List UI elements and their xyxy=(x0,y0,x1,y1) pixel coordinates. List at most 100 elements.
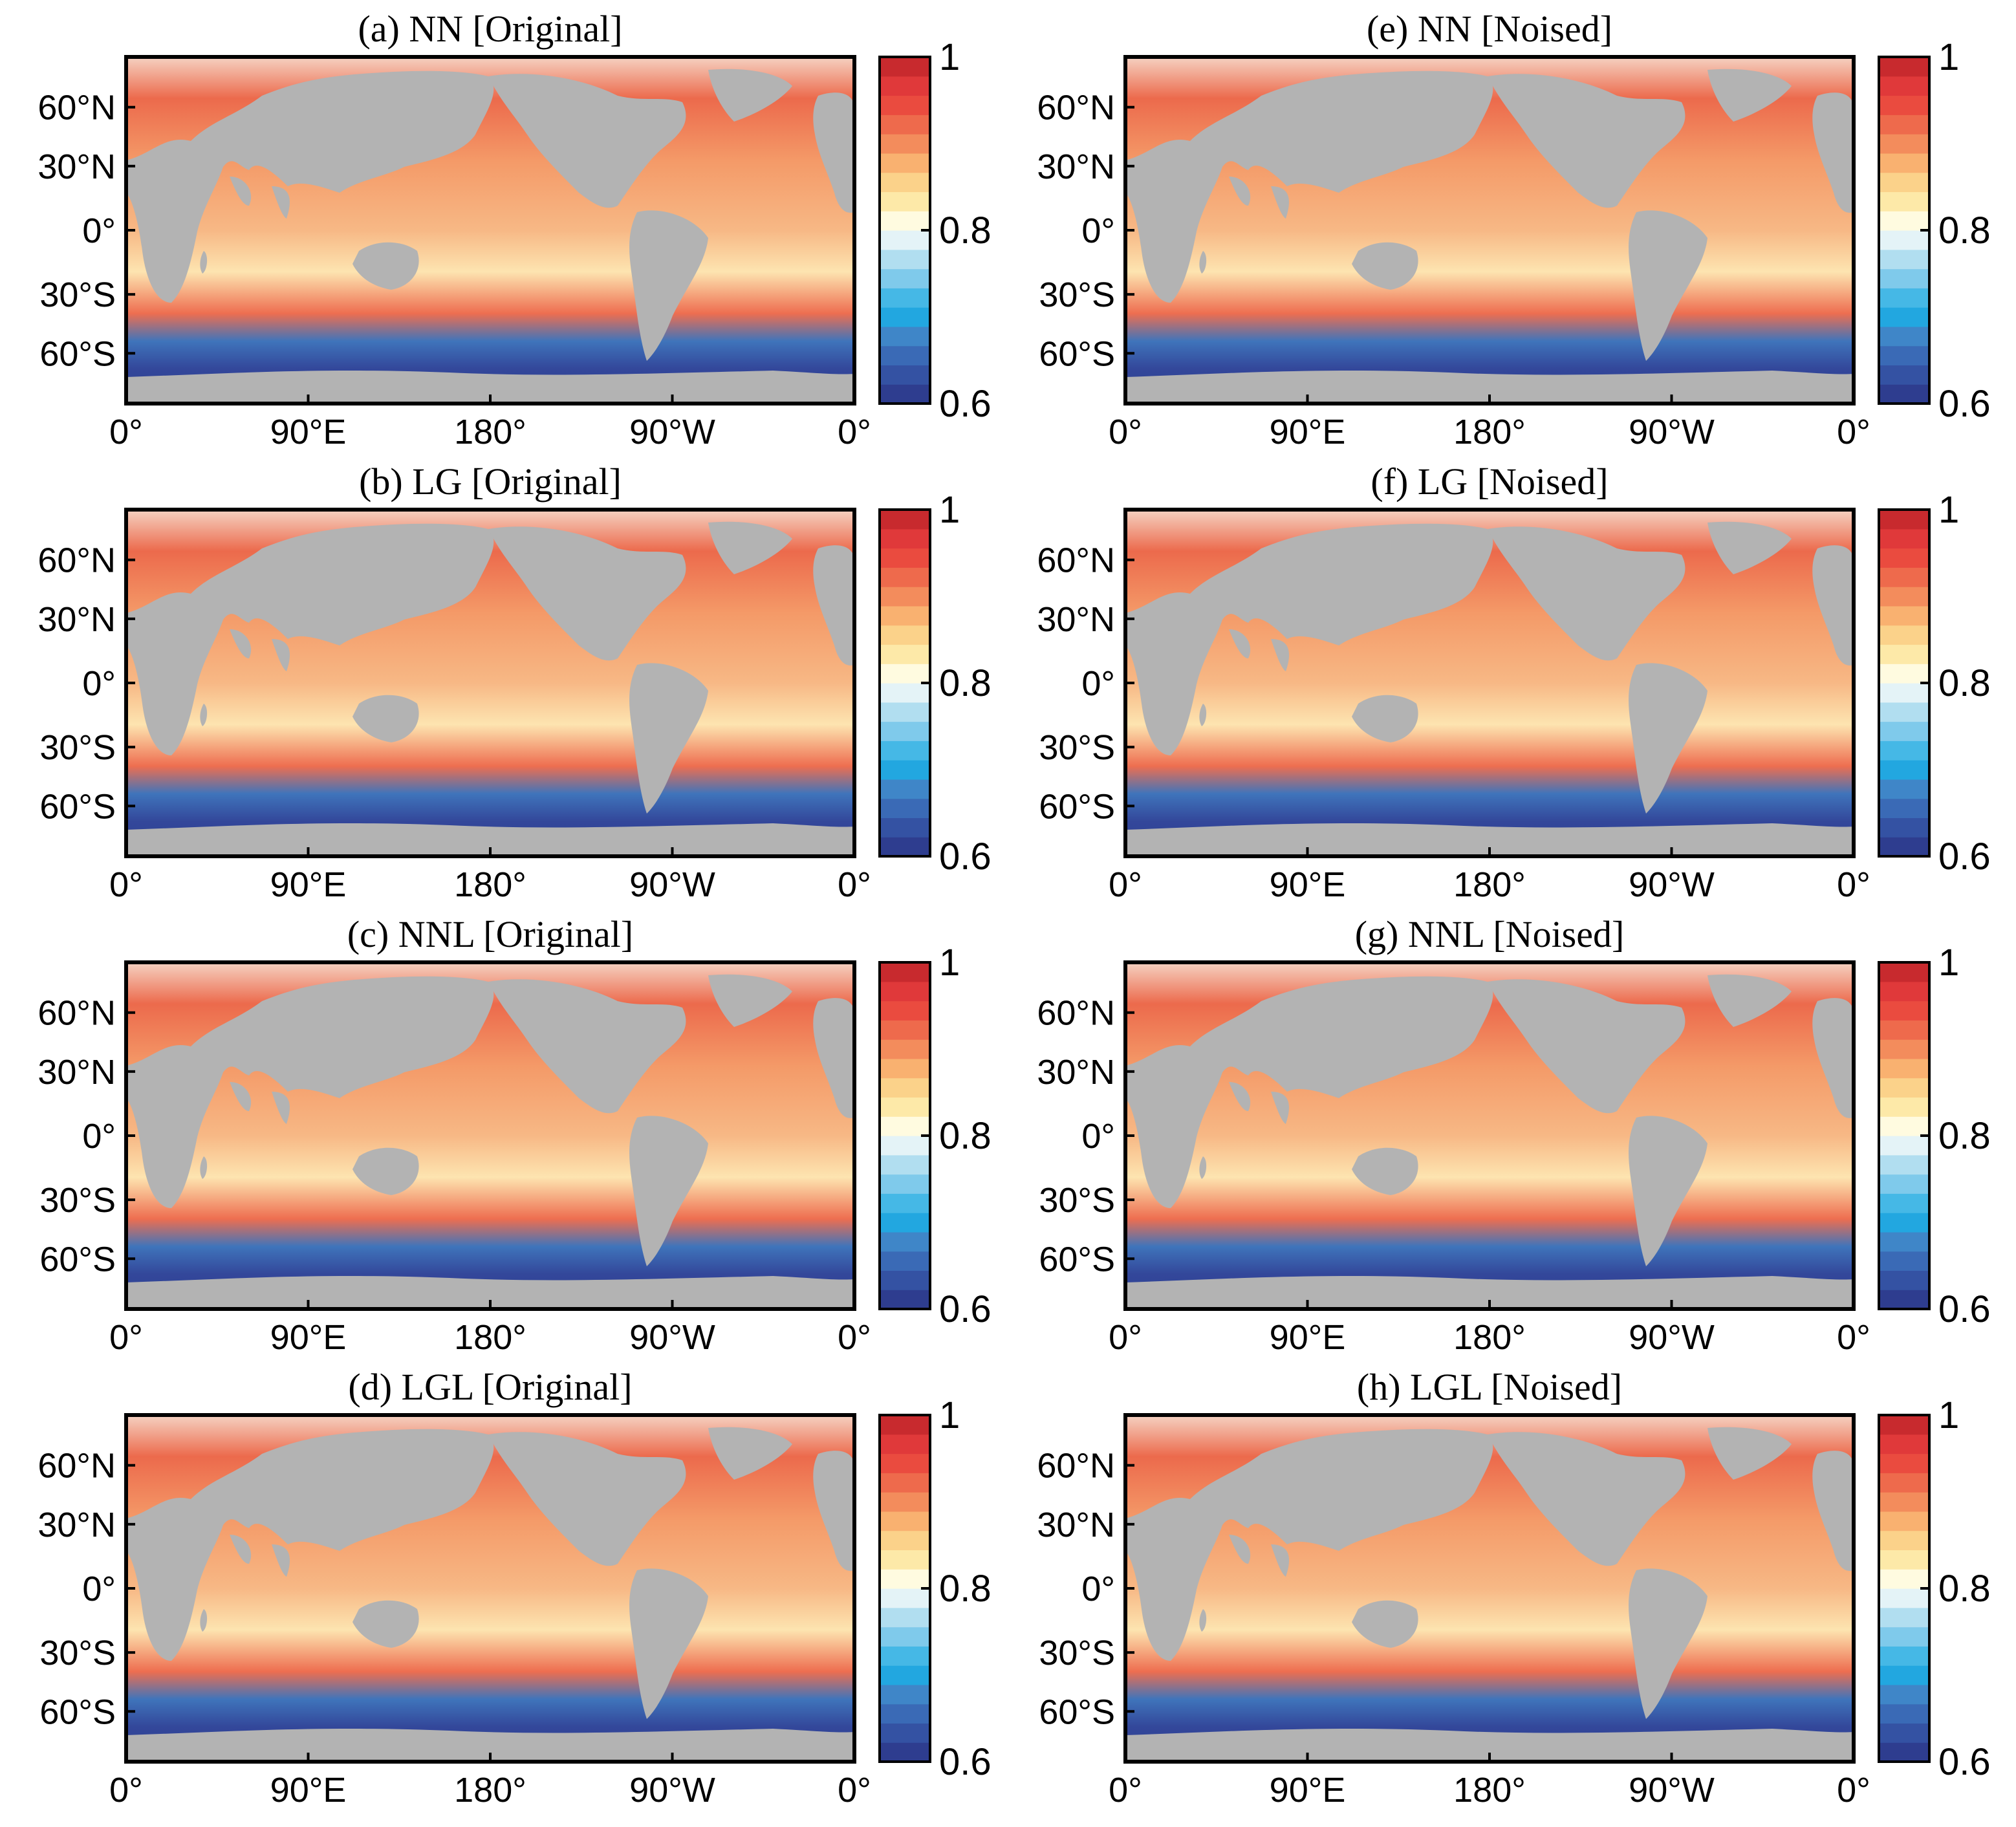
y-tick-label: 0° xyxy=(82,1117,116,1156)
panel-title: (c) NNL [Original] xyxy=(347,913,633,955)
x-tick-label: 0° xyxy=(109,865,143,904)
colorbar-level xyxy=(880,211,930,231)
x-tick-label: 0° xyxy=(1837,1771,1870,1810)
colorbar-level xyxy=(1879,1588,1929,1608)
colorbar-level xyxy=(1879,817,1929,838)
colorbar-level xyxy=(880,1000,930,1021)
colorbar-level xyxy=(1879,307,1929,327)
colorbar-level xyxy=(880,1511,930,1531)
colorbar-tick-label: 0.6 xyxy=(939,1288,992,1330)
colorbar-level xyxy=(1879,1665,1929,1685)
y-tick-label: 30°N xyxy=(1037,600,1115,639)
colorbar-level xyxy=(1879,567,1929,587)
colorbar-level xyxy=(880,153,930,173)
colorbar-level xyxy=(1879,779,1929,799)
colorbar-level xyxy=(1879,1684,1929,1705)
y-tick-label: 60°N xyxy=(1037,994,1115,1033)
colorbar-level xyxy=(1879,981,1929,1002)
x-tick-label: 90°E xyxy=(270,1771,347,1810)
colorbar-level xyxy=(880,384,930,404)
colorbar-level xyxy=(880,326,930,347)
colorbar-level xyxy=(1879,1453,1929,1473)
colorbar-level xyxy=(1879,1492,1929,1512)
colorbar-level xyxy=(1879,683,1929,703)
colorbar-tick-label: 0.8 xyxy=(1938,1115,1991,1157)
colorbar-level xyxy=(1879,1174,1929,1194)
colorbar-level xyxy=(880,1588,930,1608)
x-tick-label: 90°W xyxy=(1629,865,1715,904)
colorbar-level xyxy=(1879,1607,1929,1628)
x-tick-label: 0° xyxy=(838,1771,871,1810)
colorbar-tick-label: 0.8 xyxy=(939,662,992,704)
x-tick-label: 90°E xyxy=(1270,1771,1346,1810)
colorbar-level xyxy=(880,1020,930,1040)
colorbar-level xyxy=(880,1231,930,1252)
x-tick-label: 90°W xyxy=(629,1771,715,1810)
colorbar-level xyxy=(880,1627,930,1647)
colorbar-level xyxy=(880,1116,930,1136)
y-tick-label: 30°S xyxy=(39,1181,116,1220)
colorbar-level xyxy=(1879,1077,1929,1098)
colorbar-level xyxy=(1879,741,1929,761)
colorbar-level xyxy=(1879,1415,1929,1435)
y-tick-label: 0° xyxy=(82,1570,116,1608)
colorbar-tick-label: 1 xyxy=(1938,489,1959,531)
x-tick-label: 0° xyxy=(1109,413,1142,451)
x-tick-label: 90°W xyxy=(629,1318,715,1357)
y-tick-label: 60°S xyxy=(39,787,116,826)
y-tick-label: 30°N xyxy=(1037,147,1115,186)
panel-a: (a) NN [Original] xyxy=(124,8,856,405)
colorbar-level xyxy=(880,664,930,684)
colorbar-level xyxy=(880,798,930,819)
colorbar-level xyxy=(1879,1193,1929,1213)
y-tick-label: 60°N xyxy=(1037,541,1115,580)
colorbar-tick-label: 1 xyxy=(1938,1394,1959,1436)
x-tick-label: 90°W xyxy=(1629,1318,1715,1357)
colorbar-level xyxy=(880,1684,930,1705)
colorbar-level xyxy=(880,345,930,366)
y-tick-label: 60°N xyxy=(38,1447,116,1486)
colorbar-level xyxy=(1879,365,1929,385)
colorbar-level xyxy=(1879,1290,1929,1310)
x-tick-label: 90°W xyxy=(1629,413,1715,451)
colorbar-level xyxy=(1879,1742,1929,1762)
y-tick-label: 60°S xyxy=(1039,334,1115,373)
colorbar-level xyxy=(1879,702,1929,722)
y-tick-label: 60°N xyxy=(38,89,116,127)
panel-c: (c) NNL [Original] xyxy=(124,913,856,1311)
colorbar-tick-label: 1 xyxy=(939,942,960,984)
colorbar-tick-label: 0.6 xyxy=(939,836,992,878)
y-tick-label: 60°S xyxy=(39,1692,116,1731)
colorbar-level xyxy=(1879,1136,1929,1156)
y-tick-label: 30°S xyxy=(1039,1181,1115,1220)
colorbar-level xyxy=(1879,76,1929,96)
y-tick-label: 30°N xyxy=(38,1506,116,1544)
colorbar-level xyxy=(880,1251,930,1271)
y-tick-label: 0° xyxy=(1081,1117,1115,1156)
panel-d: (d) LGL [Original] xyxy=(124,1366,856,1764)
colorbar-level xyxy=(880,567,930,587)
y-tick-label: 30°S xyxy=(1039,728,1115,767)
colorbar-level xyxy=(1879,268,1929,288)
y-tick-label: 60°N xyxy=(38,541,116,580)
x-tick-label: 180° xyxy=(1453,865,1526,904)
colorbar-level xyxy=(1879,249,1929,270)
colorbar-tick-label: 1 xyxy=(1938,36,1959,78)
colorbar-level xyxy=(1879,1154,1929,1175)
colorbar-level xyxy=(880,1270,930,1290)
colorbar-tick-label: 1 xyxy=(939,489,960,531)
colorbar-level xyxy=(1879,1000,1929,1021)
colorbar-level xyxy=(880,134,930,154)
colorbar-level xyxy=(1879,1116,1929,1136)
colorbar-level xyxy=(1879,1020,1929,1040)
x-tick-label: 0° xyxy=(109,413,143,451)
colorbar-level xyxy=(880,528,930,549)
colorbar-level xyxy=(880,1039,930,1059)
colorbar-tick-label: 0.6 xyxy=(1938,1741,1991,1783)
y-tick-label: 60°S xyxy=(39,1240,116,1279)
colorbar-level xyxy=(880,1473,930,1493)
colorbar-level xyxy=(880,268,930,288)
colorbar-tick-label: 1 xyxy=(939,36,960,78)
colorbar-level xyxy=(880,1742,930,1762)
